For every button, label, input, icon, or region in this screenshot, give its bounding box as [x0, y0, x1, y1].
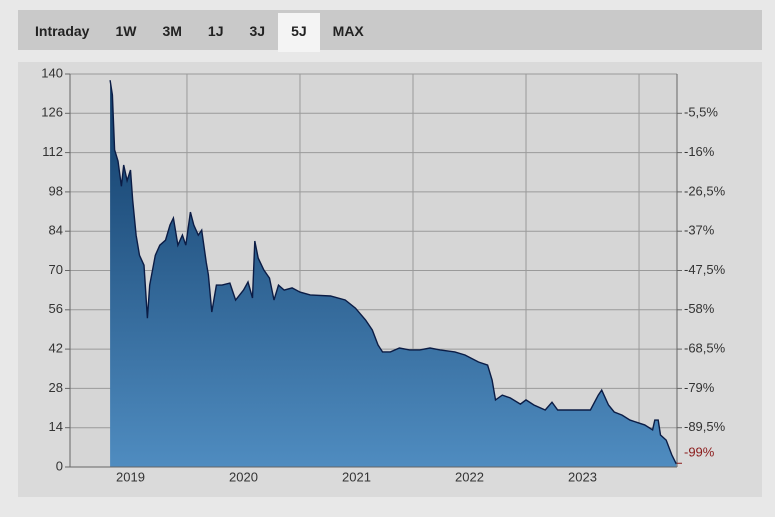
y2-tick-label: -89,5% — [684, 419, 726, 434]
tab[interactable]: 3J — [249, 23, 266, 39]
y2-tick-label: -37% — [684, 223, 715, 238]
y2-tick-label: -79% — [684, 380, 715, 395]
y2-tick-label: -16% — [684, 144, 715, 159]
tab[interactable]: 1W — [115, 23, 137, 39]
tab-bar: Intraday 1W 3M 1J 3J 5J MAX — [18, 10, 762, 52]
y-tick-label: 56 — [49, 301, 63, 316]
y-tick-label: 70 — [49, 262, 63, 277]
tab[interactable]: 5J — [278, 13, 320, 52]
tab[interactable]: 1J — [207, 23, 224, 39]
y-tick-label: 98 — [49, 183, 63, 198]
y-tick-label: 112 — [42, 144, 63, 159]
y-tick-label: 84 — [49, 223, 63, 238]
last-value-label: -99% — [684, 445, 715, 460]
x-tick-label: 2022 — [455, 469, 484, 484]
price-line — [109, 80, 677, 465]
y-tick-label: 14 — [49, 419, 63, 434]
y-tick-label: 42 — [49, 341, 63, 356]
area-fill — [110, 80, 677, 467]
tab[interactable]: 3M — [162, 23, 182, 39]
y2-tick-label: -58% — [684, 301, 715, 316]
x-tick-label: 2019 — [116, 469, 145, 484]
x-tick-label: 2020 — [229, 469, 258, 484]
y2-tick-label: -5,5% — [684, 105, 718, 120]
y-tick-label: 0 — [56, 458, 63, 473]
y-tick-label: 140 — [41, 65, 63, 80]
y-tick-label: 28 — [49, 380, 63, 395]
y2-tick-label: -47,5% — [684, 262, 726, 277]
tab[interactable]: MAX — [332, 23, 364, 39]
tab[interactable]: Intraday — [35, 23, 90, 39]
x-tick-label: 2023 — [568, 469, 597, 484]
x-tick-label: 2021 — [342, 469, 371, 484]
y2-tick-label: -26,5% — [684, 183, 726, 198]
y2-tick-label: -68,5% — [684, 341, 726, 356]
y-tick-label: 126 — [41, 105, 63, 120]
